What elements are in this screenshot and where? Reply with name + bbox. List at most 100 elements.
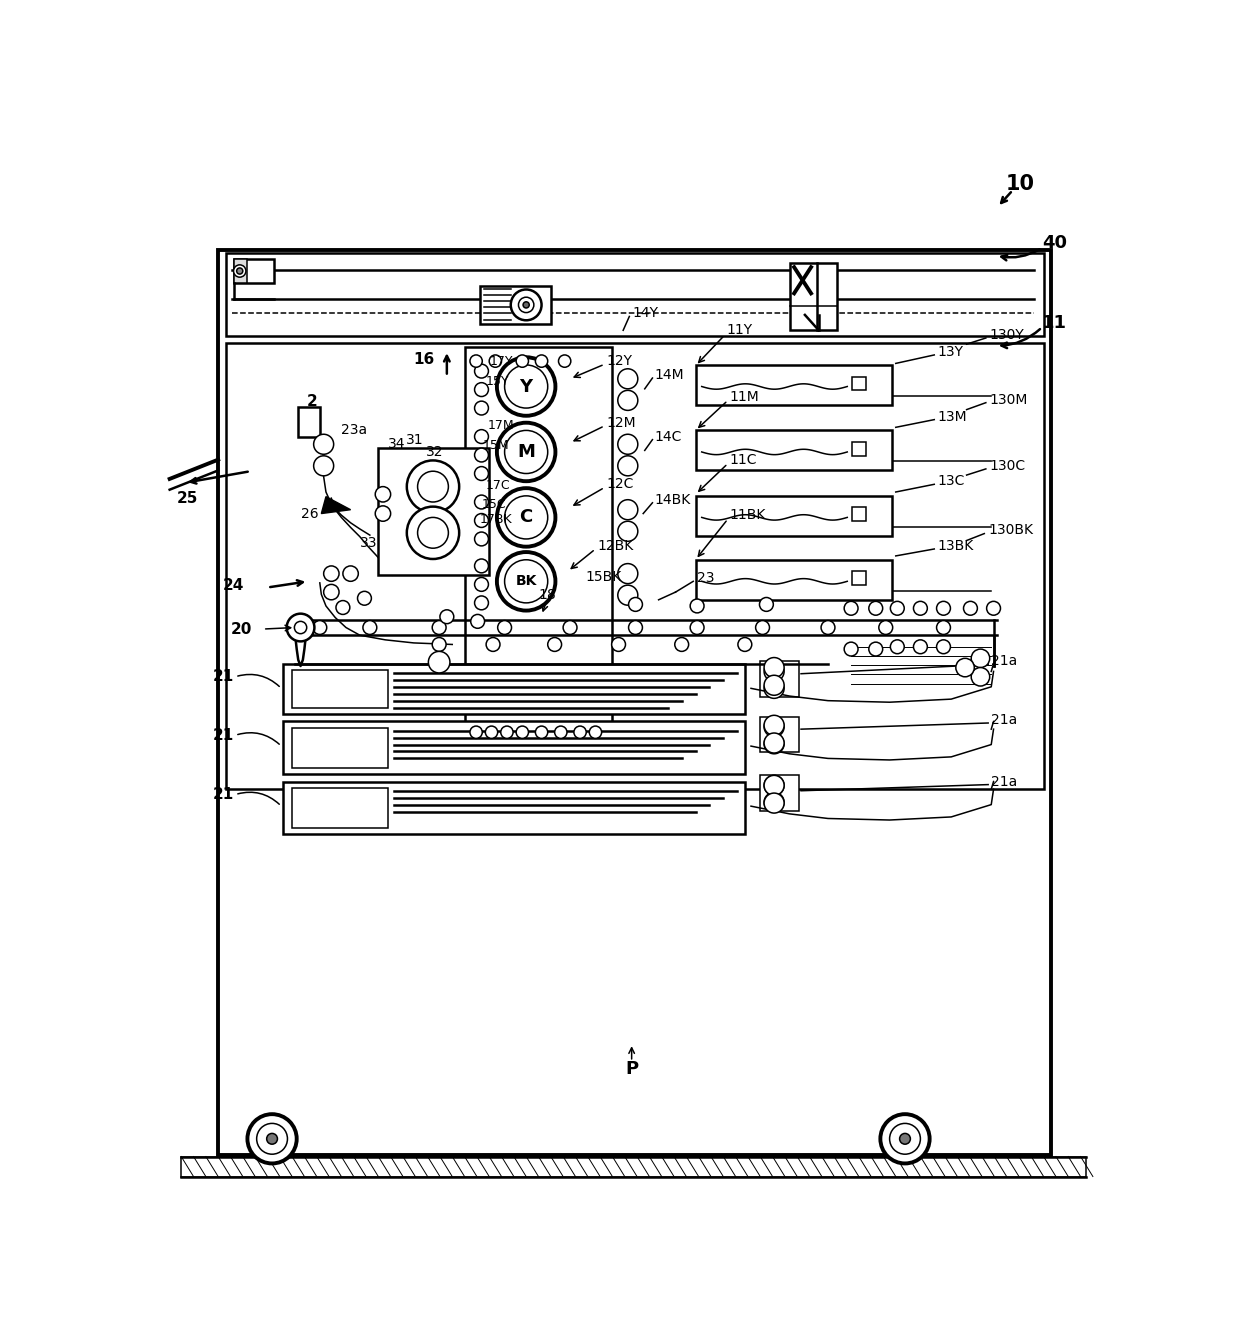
Circle shape [936, 602, 950, 615]
Circle shape [475, 382, 489, 397]
Circle shape [536, 355, 548, 368]
Bar [696, 365, 892, 405]
Circle shape [336, 600, 350, 615]
Text: 21: 21 [212, 669, 233, 684]
Circle shape [618, 586, 637, 606]
Text: 15C: 15C [481, 498, 506, 511]
Circle shape [428, 652, 450, 673]
Circle shape [963, 602, 977, 615]
Circle shape [523, 301, 529, 308]
Circle shape [844, 602, 858, 615]
Text: BK: BK [516, 574, 537, 588]
Bar [283, 721, 745, 774]
Circle shape [407, 461, 459, 513]
Circle shape [869, 643, 883, 656]
Circle shape [475, 466, 489, 481]
Bar [852, 571, 866, 586]
Text: 11: 11 [1042, 313, 1068, 332]
Bar [465, 347, 613, 748]
Text: P: P [625, 1061, 639, 1078]
Polygon shape [321, 497, 351, 514]
Text: 13C: 13C [937, 474, 965, 489]
Text: 2: 2 [306, 393, 317, 409]
Text: 34: 34 [388, 437, 405, 452]
Circle shape [589, 726, 601, 738]
Bar [852, 377, 866, 390]
Text: 11Y: 11Y [727, 323, 753, 337]
Circle shape [618, 522, 637, 542]
Text: 17C: 17C [485, 479, 510, 493]
Circle shape [501, 726, 513, 738]
Circle shape [971, 668, 990, 687]
Bar [760, 661, 799, 697]
Circle shape [485, 726, 497, 738]
Text: 17M: 17M [487, 418, 515, 432]
Circle shape [764, 675, 784, 696]
Text: M: M [517, 444, 536, 461]
Bar [852, 442, 866, 456]
Text: 130BK: 130BK [988, 523, 1033, 538]
Circle shape [267, 1133, 278, 1145]
Text: 24: 24 [223, 579, 244, 594]
Circle shape [764, 661, 784, 681]
Bar [696, 560, 892, 600]
Circle shape [433, 620, 446, 635]
Text: C: C [520, 509, 533, 526]
Circle shape [971, 649, 990, 668]
Text: 13M: 13M [937, 409, 967, 424]
Bar [293, 728, 388, 768]
Bar [299, 408, 320, 437]
Circle shape [899, 1133, 910, 1145]
Text: 32: 32 [427, 445, 444, 459]
Circle shape [505, 365, 548, 408]
Circle shape [618, 456, 637, 475]
Circle shape [629, 598, 642, 611]
Bar [760, 717, 799, 752]
Circle shape [844, 643, 858, 656]
Circle shape [505, 430, 548, 474]
Circle shape [357, 591, 372, 606]
Bar [283, 781, 745, 834]
Text: 21: 21 [212, 788, 233, 802]
Circle shape [294, 622, 306, 633]
Text: 40: 40 [1042, 234, 1068, 251]
Text: 15Y: 15Y [485, 374, 508, 388]
Circle shape [691, 620, 704, 635]
Text: 12M: 12M [606, 416, 636, 430]
Text: 23a: 23a [341, 424, 367, 437]
Text: 17BK: 17BK [480, 513, 512, 526]
Circle shape [475, 448, 489, 462]
Circle shape [869, 602, 883, 615]
Circle shape [574, 726, 587, 738]
Circle shape [759, 598, 774, 611]
Circle shape [764, 717, 784, 737]
Text: 23: 23 [697, 571, 714, 586]
Circle shape [936, 640, 950, 653]
Circle shape [987, 602, 1001, 615]
Circle shape [312, 620, 326, 635]
Bar [218, 250, 1052, 1155]
Circle shape [418, 471, 449, 502]
Circle shape [518, 297, 534, 312]
Text: 15M: 15M [484, 440, 510, 453]
Text: 14M: 14M [655, 368, 684, 382]
Circle shape [475, 559, 489, 572]
Circle shape [755, 620, 770, 635]
Bar [283, 664, 745, 713]
Text: 21: 21 [212, 728, 233, 742]
Circle shape [490, 355, 501, 368]
Text: 130M: 130M [990, 393, 1028, 406]
Circle shape [497, 552, 556, 611]
Circle shape [486, 637, 500, 652]
Text: 14BK: 14BK [655, 493, 691, 507]
Circle shape [314, 434, 334, 454]
Circle shape [764, 716, 784, 736]
Text: 21a: 21a [991, 713, 1018, 726]
Circle shape [629, 620, 642, 635]
Text: 16: 16 [413, 352, 434, 367]
Circle shape [611, 637, 625, 652]
Text: 21a: 21a [991, 774, 1018, 789]
Circle shape [324, 566, 339, 582]
Text: 25: 25 [176, 490, 198, 506]
Circle shape [314, 456, 334, 475]
